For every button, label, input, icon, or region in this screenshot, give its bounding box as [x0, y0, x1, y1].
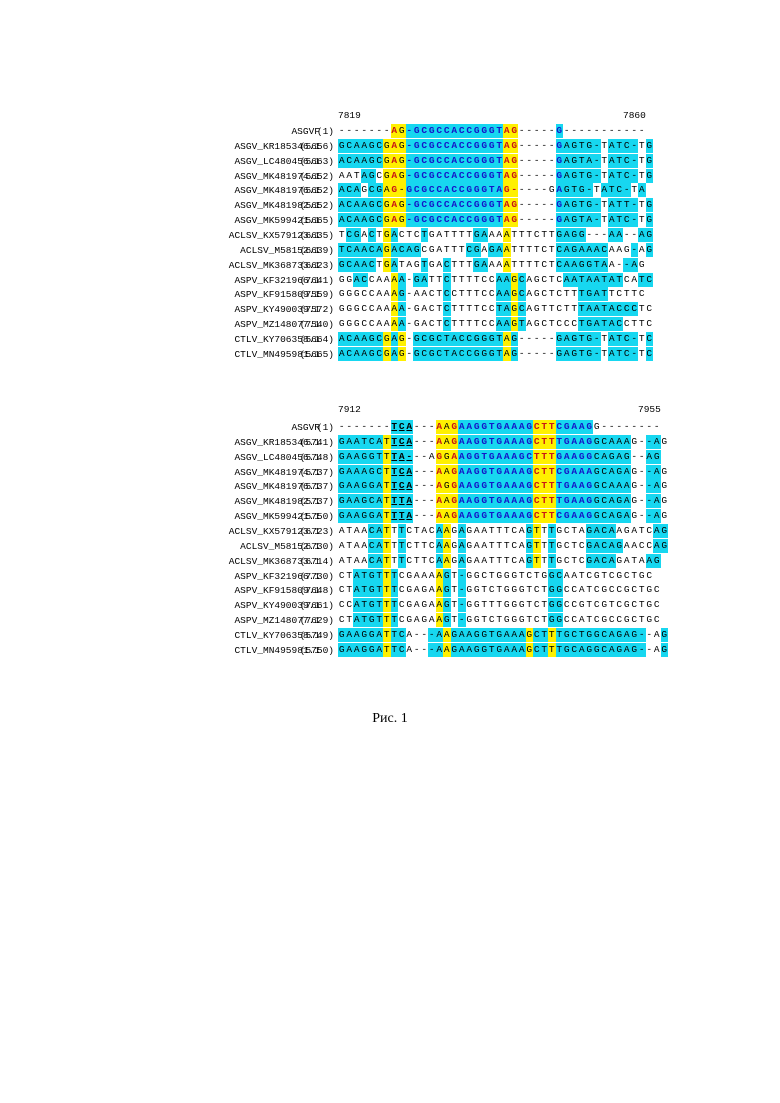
sequence-residues: GGGCCAAAA-GACTCTTTTCCAAGTAGCTCCCTGATACCT… — [338, 317, 653, 331]
sequence-residues: GCAACTGATAGTGACTTTGAAAATTTTCTCAAGGTAA--A… — [338, 258, 646, 272]
ruler-start: 7912 — [338, 403, 361, 417]
alignment-row: ASPV_KF321966.1(7730)CTATGTTTCGAAAAGT-GG… — [0, 569, 780, 584]
sequence-residues: ACAAGCGAG-GCGCCACCGGGTAG-----GAGTG-TATT-… — [338, 198, 653, 212]
ruler-start: 7819 — [338, 109, 361, 123]
ruler-end: 7955 — [638, 403, 661, 417]
alignment-row: ASPV_KY490039.1(7572)GGGCCAAAA-GACTCTTTT… — [0, 302, 780, 317]
alignment-row: ACLSV_M58152.1(6639)TCAACAGACAGCGATTTCGA… — [0, 243, 780, 258]
figure-caption: Рис. 1 — [0, 711, 780, 727]
sequence-residues: -------TCA---AAGAAGGTGAAAGCTTCGAAGG-----… — [338, 420, 661, 434]
alignment-row: ASGV_MK481976.1(5737)GAAGGATTCA---AGGAAG… — [0, 479, 780, 494]
alignment-row: ACLSV_KX579123.1(6723)ATAACATTTCTACAAGAG… — [0, 524, 780, 539]
sequence-residues: GGGCCAAAG-AACTCCTTTCCAAGCAGCTCTTTGATTCTT… — [338, 287, 646, 301]
sequence-residues: CTATGTTTCGAGAAGT-GGTCTGGGTCTGGCCATCGCCGC… — [338, 583, 661, 597]
alignment-row: CTLV_MN495981.1(5750)GAAGGATTCA---AAGAAG… — [0, 643, 780, 658]
sequence-residues: GCAAGCGAG-GCGCCACCGGGTAG-----GAGTG-TATC-… — [338, 139, 653, 153]
alignment-row: ASGV_KR185346.1(5656)GCAAGCGAG-GCGCCACCG… — [0, 139, 780, 154]
alignment-row: ASGV_MK481976.1(5652)ACAGCGAG-GCGCCACCGG… — [0, 183, 780, 198]
alignment-row: ASGV_KR185346.1(5741)GAATCATTCA---AAGAAG… — [0, 435, 780, 450]
sequence-residues: ACAAGCGAG-GCGCTACCGGGTAG-----GAGTG-TATC-… — [338, 347, 653, 361]
alignment-row: ACLSV_M58152.1(6730)ATAACATTTCTTCAAGAGAA… — [0, 539, 780, 554]
sequence-residues: ATAACATTTCTTCAAGAGAATTTCAGTTTGCTCGACAGAT… — [338, 554, 661, 568]
sequence-residues: CCATGTTTCGAGAAGT-GGTTTGGGTCTGGCCGTCGTCGC… — [338, 598, 661, 612]
alignment-row: ASGVR(1)-------TCA---AAGAAGGTGAAAGCTTCGA… — [0, 420, 780, 435]
sequence-residues: GGGCCAAAA-GACTCTTTTCCTAGCAGTTCTTTAATACCC… — [338, 302, 653, 316]
alignment-row: ASGVF(1)-------AG-GCGCCACCGGGTAG-----G--… — [0, 124, 780, 139]
ruler-end: 7860 — [623, 109, 646, 123]
sequence-residues: TCAACAGACAGCGATTTCGAGAATTTTCTCAGAAACAAG-… — [338, 243, 653, 257]
alignment-row: CTLV_MN495981.1(5665)ACAAGCGAG-GCGCTACCG… — [0, 347, 780, 362]
sequence-residues: ACAAGCGAG-GCGCCACCGGGTAG-----GAGTA-TATC-… — [338, 213, 653, 227]
alignment-row: ACLSV_MK368733.1(6623)GCAACTGATAGTGACTTT… — [0, 258, 780, 273]
sequence-residues: GAAGGATTCA---AGGAAGGTGAAAGCTTTGAAGGCAAAG… — [338, 479, 668, 493]
alignment-row: CTLV_KY706358.1(5749)GAAGGATTCA---AAGAAG… — [0, 628, 780, 643]
sequence-residues: GAAGGATTCA---AAGAAGGTGAAAGCTTTGCAGGCAGAG… — [338, 643, 668, 657]
alignment-row: CTLV_KY706358.1(5664)ACAAGCGAG-GCGCTACCG… — [0, 332, 780, 347]
sequence-residues: GAAGGATTCA---AAGAAGGTGAAAGCTTTGCTGGCAGAG… — [338, 628, 668, 642]
alignment-row: ASGV_MK481974.1(5737)GAAAGCTTCA---AAGAAG… — [0, 465, 780, 480]
alignment-row: ASPV_MZ148077.1(7540)GGGCCAAAA-GACTCTTTT… — [0, 317, 780, 332]
alignment-row: ASGV_MK599421.1(5665)ACAAGCGAG-GCGCCACCG… — [0, 213, 780, 228]
sequence-residues: -------AG-GCGCCACCGGGTAG-----G----------… — [338, 124, 646, 138]
sequence-residues: ACAGCGAG-GCGCCACCGGGTAG-----GAGTG-TATC-T… — [338, 183, 646, 197]
sequence-name: ASGVF — [291, 124, 320, 139]
sequence-residues: AATAGCGAG-GCGCCACCGGGTAG-----GAGTG-TATC-… — [338, 169, 653, 183]
sequence-residues: GAAGGATTTA---AAGAAGGTGAAAGCTTCGAAGGCAGAG… — [338, 509, 668, 523]
sequence-residues: GAAAGCTTCA---AAGAAGGTGAAAGCTTCGAAAGCAGAG… — [338, 465, 668, 479]
sequence-residues: ACAAGCGAG-GCGCCACCGGGTAG-----GAGTA-TATC-… — [338, 154, 653, 168]
alignment-row: ASGV_MK481974.1(5652)AATAGCGAG-GCGCCACCG… — [0, 169, 780, 184]
alignment-row: ASPV_KF321966.1(7641)GGACCAAAA-GATTCTTTT… — [0, 273, 780, 288]
sequence-residues: CTATGTTTCGAGAAGT-GGTCTGGGTCTGGCCATCGCCGC… — [338, 613, 661, 627]
sequence-residues: TCGACTGACTCTGATTTTGAAAATTTCTTGAGG---AA--… — [338, 228, 653, 242]
alignment-row: ACLSV_KX579123.1(6635)TCGACTGACTCTGATTTT… — [0, 228, 780, 243]
alignment-row: ASPV_MZ148077.1(7629)CTATGTTTCGAGAAGT-GG… — [0, 613, 780, 628]
sequence-name: ASGVR — [291, 420, 320, 435]
alignment-row: ASGV_MK599421.1(5750)GAAGGATTTA---AAGAAG… — [0, 509, 780, 524]
sequence-residues: GGACCAAAA-GATTCTTTTCCAAGCAGCTCAATAATATCA… — [338, 273, 653, 287]
alignment-row: ASPV_KF915809.1(7559)GGGCCAAAG-AACTCCTTT… — [0, 287, 780, 302]
sequence-residues: GAAGGTTTA---AGGAAGGTGAAAGCTTTGAAGGCAGAG-… — [338, 450, 661, 464]
alignment-row: ASGV_MK481982.1(5652)ACAAGCGAG-GCGCCACCG… — [0, 198, 780, 213]
sequence-residues: GAAGCATTTA---AAGAAGGTGAAAGCTTTGAAGGCAGAG… — [338, 494, 668, 508]
alignment-row: ASPV_KF915809.1(7648)CTATGTTTCGAGAAGT-GG… — [0, 583, 780, 598]
sequence-residues: ACAAGCGAG-GCGCTACCGGGTAG-----GAGTG-TATC-… — [338, 332, 653, 346]
alignment-row: ACLSV_MK368733.1(6714)ATAACATTTCTTCAAGAG… — [0, 554, 780, 569]
sequence-residues: ATAACATTTCTTCAAGAGAATTTCAGTTTGCTCGACAGAA… — [338, 539, 668, 553]
sequence-residues: ATAACATTTCTACAAGAGAATTTCAGTTTGCTAGACAAGA… — [338, 524, 668, 538]
sequence-residues: CTATGTTTCGAAAAGT-GGCTGGGTCTGGCAATCGTCGCT… — [338, 569, 653, 583]
alignment-row: ASPV_KY490039.1(7661)CCATGTTTCGAGAAGT-GG… — [0, 598, 780, 613]
alignment-row: ASGV_LC480456.1(5748)GAAGGTTTA---AGGAAGG… — [0, 450, 780, 465]
alignment-row: ASGV_MK481982.1(5737)GAAGCATTTA---AAGAAG… — [0, 494, 780, 509]
alignment-row: ASGV_LC480456.1(5663)ACAAGCGAG-GCGCCACCG… — [0, 154, 780, 169]
sequence-residues: GAATCATTCA---AAGAAGGTGAAAGCTTTGAAGGCAAAG… — [338, 435, 668, 449]
